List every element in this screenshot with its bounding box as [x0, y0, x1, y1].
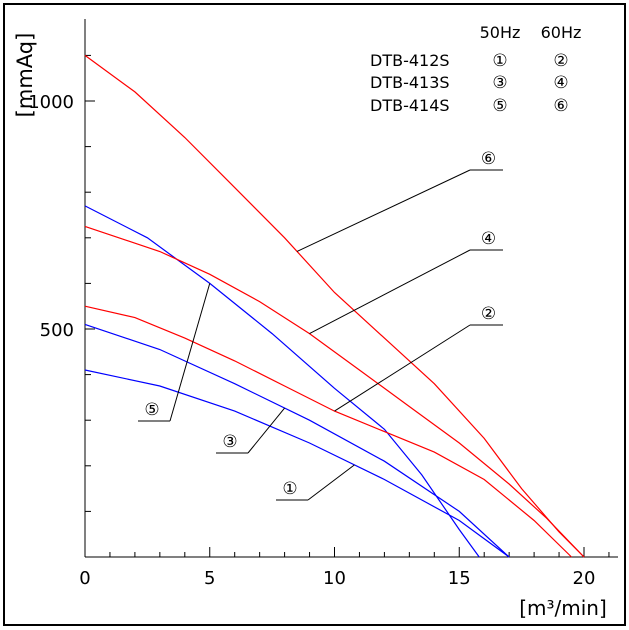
curve-label: ⑤	[144, 400, 159, 420]
legend-marker: ①	[492, 51, 507, 71]
series-line	[84, 369, 510, 558]
legend-marker: ②	[553, 51, 568, 71]
axes: 0 5 10 15 20 500 1000	[28, 19, 618, 589]
legend-model: DTB-414S	[370, 96, 450, 115]
series-line	[84, 205, 480, 558]
legend-col-50hz: 50Hz	[480, 23, 521, 42]
curve-label: ③	[222, 432, 237, 452]
series-line	[84, 54, 585, 558]
x-tick-label: 20	[573, 568, 596, 589]
legend-marker: ④	[553, 73, 568, 93]
x-axis-label: [m³/min]	[519, 596, 607, 620]
x-tick-label: 15	[448, 568, 471, 589]
curve-label: ⑥	[481, 149, 496, 169]
curves	[84, 54, 585, 558]
legend-model: DTB-413S	[370, 73, 450, 92]
curve-label: ②	[481, 304, 496, 324]
leader-line	[334, 324, 471, 412]
legend-marker: ③	[492, 73, 507, 93]
leader-line	[296, 169, 471, 252]
legend-marker: ⑥	[553, 96, 568, 116]
label-leaders: ⑥ ④ ② ⑤ ③ ①	[138, 149, 503, 501]
leader-line	[309, 249, 471, 335]
leader-line	[247, 407, 285, 454]
legend-marker: ⑤	[492, 96, 507, 116]
leader-line	[307, 464, 355, 501]
y-tick-label: 500	[40, 320, 74, 341]
series-line	[84, 323, 510, 558]
legend: 50Hz 60Hz DTB-412S ① ② DTB-413S ③ ④ DTB-…	[370, 23, 581, 116]
series-line	[84, 225, 585, 558]
curve-label: ①	[282, 479, 297, 499]
y-tick-label: 1000	[28, 92, 74, 113]
leader-line	[169, 283, 211, 422]
chart-frame	[3, 3, 626, 626]
x-tick-label: 5	[204, 568, 215, 589]
y-axis-label: [mmAq]	[13, 33, 37, 118]
legend-col-60hz: 60Hz	[541, 23, 582, 42]
curve-label: ④	[481, 229, 496, 249]
series-line	[84, 305, 572, 558]
x-tick-label: 0	[79, 568, 90, 589]
x-tick-label: 10	[323, 568, 346, 589]
legend-model: DTB-412S	[370, 51, 450, 70]
